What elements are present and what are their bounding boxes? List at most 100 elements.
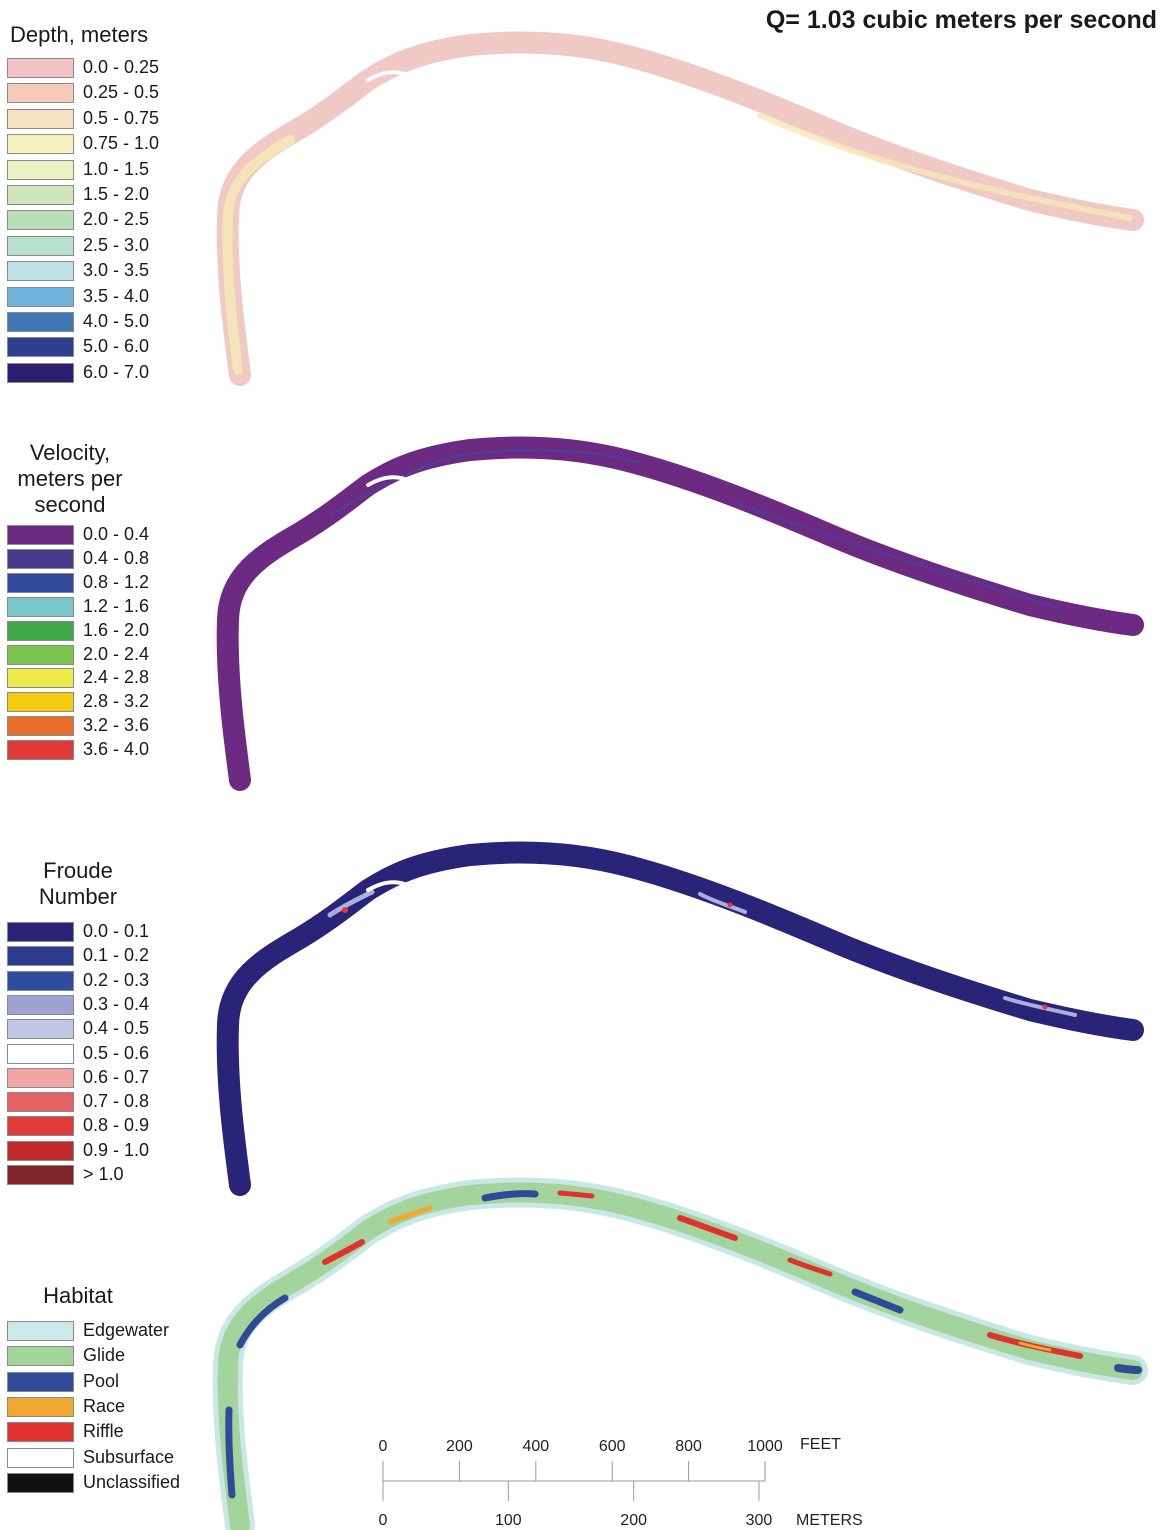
froude-legend-label: 0.9 - 1.0 xyxy=(83,1139,150,1160)
froude-critical-spot-2 xyxy=(727,902,733,908)
velocity-legend-label: 0.0 - 0.4 xyxy=(83,524,150,544)
froude-higher-zone-2 xyxy=(698,892,747,914)
habitat-legend: Habitat Edgewater Glide Pool Race Riffle Subs… xyxy=(0,1283,180,1493)
velocity-side-channel xyxy=(366,475,428,497)
habitat-riffle-1 xyxy=(322,1239,365,1265)
depth-legend-label: 5.0 - 6.0 xyxy=(83,336,150,357)
froude-legend-label: 0.0 - 0.1 xyxy=(83,921,150,941)
froude-legend-swatch xyxy=(7,1043,74,1064)
depth-legend-swatch xyxy=(7,261,74,282)
froude-legend-label: 0.2 - 0.3 xyxy=(83,969,150,990)
depth-legend-swatch xyxy=(7,58,74,78)
depth-legend-label: 0.25 - 0.5 xyxy=(83,82,160,103)
froude-legend-swatch xyxy=(7,1165,74,1185)
habitat-riffle-3 xyxy=(677,1215,738,1241)
froude-map xyxy=(228,853,1133,1185)
froude-legend-swatch xyxy=(7,1019,74,1040)
habitat-pool-5 xyxy=(1114,1364,1142,1374)
habitat-legend-swatch xyxy=(7,1422,74,1443)
habitat-map xyxy=(228,1193,1138,1525)
froude-legend-swatch xyxy=(7,1140,74,1161)
scale-feet-tick-label: 400 xyxy=(522,1438,549,1455)
habitat-legend-swatch xyxy=(7,1472,74,1493)
depth-legend-label: 0.5 - 0.75 xyxy=(83,107,160,128)
froude-critical-spot xyxy=(342,907,348,913)
froude-legend-swatch xyxy=(7,922,74,942)
habitat-legend-label: Riffle xyxy=(83,1421,124,1442)
velocity-river-channel xyxy=(228,448,1133,780)
velocity-legend-label: 0.4 - 0.8 xyxy=(83,547,150,568)
habitat-legend-label: Unclassified xyxy=(83,1471,181,1492)
habitat-pool-3 xyxy=(481,1190,539,1202)
depth-legend-swatch xyxy=(7,185,74,205)
froude-legend-label: 0.3 - 0.4 xyxy=(83,993,150,1014)
depth-legend-label: 3.5 - 4.0 xyxy=(83,285,150,306)
habitat-pool-1 xyxy=(225,1406,236,1499)
scale-meter-tick-label: 300 xyxy=(746,1512,773,1529)
depth-legend-label: 1.0 - 1.5 xyxy=(83,158,150,179)
depth-legend-label: 0.0 - 0.25 xyxy=(83,57,160,77)
froude-legend-label: 0.1 - 0.2 xyxy=(83,945,150,966)
froude-legend: Froude Number 0.0 - 0.1 0.1 - 0.2 0.2 - 0.… xyxy=(0,858,156,1185)
velocity-legend-swatch xyxy=(7,740,74,761)
habitat-race-2 xyxy=(1018,1341,1052,1352)
depth-river-channel xyxy=(228,43,1133,375)
froude-legend-swatch xyxy=(7,1092,74,1113)
habitat-legend-label: Glide xyxy=(83,1345,126,1366)
depth-legend-label: 2.5 - 3.0 xyxy=(83,234,150,255)
froude-legend-swatch xyxy=(7,970,74,991)
habitat-legend-label: Pool xyxy=(83,1370,120,1391)
froude-legend-label: 0.4 - 0.5 xyxy=(83,1018,150,1039)
froude-legend-title: Froude Number xyxy=(38,858,118,909)
velocity-legend-label: 1.6 - 2.0 xyxy=(83,619,150,640)
scale-bar: 0 200 400 600 800 1000 0 100 200 300 FEET METERS xyxy=(379,1436,863,1529)
scale-feet-tick-label: 1000 xyxy=(747,1438,783,1455)
depth-shallow-band xyxy=(222,135,295,375)
depth-map xyxy=(228,43,1133,375)
velocity-legend-label: 2.0 - 2.4 xyxy=(83,643,150,664)
velocity-legend-label: 3.2 - 3.6 xyxy=(83,715,150,736)
depth-legend-swatch xyxy=(7,337,74,358)
habitat-race-1 xyxy=(387,1205,433,1225)
habitat-legend-swatch xyxy=(7,1346,74,1367)
froude-higher-zone xyxy=(327,889,375,918)
scale-feet-unit: FEET xyxy=(800,1436,841,1453)
depth-legend-swatch xyxy=(7,312,74,332)
velocity-map xyxy=(228,448,1133,780)
froude-legend-swatch xyxy=(7,1116,74,1137)
scale-feet-tick-label: 0 xyxy=(379,1438,388,1455)
velocity-faster-streak-lower xyxy=(729,499,1061,609)
scale-feet-tick-label: 200 xyxy=(446,1438,473,1455)
depth-legend-swatch xyxy=(7,235,74,256)
habitat-legend-swatch xyxy=(7,1371,74,1392)
depth-legend-swatch xyxy=(7,362,74,383)
depth-legend-label: 1.5 - 2.0 xyxy=(83,184,150,204)
froude-legend-label: 0.5 - 0.6 xyxy=(83,1042,150,1063)
froude-critical-spot-3 xyxy=(1042,1004,1048,1010)
depth-legend-label: 6.0 - 7.0 xyxy=(83,361,150,382)
scale-meters-unit: METERS xyxy=(796,1512,863,1529)
habitat-legend-swatch xyxy=(7,1396,74,1417)
habitat-legend-label: Race xyxy=(83,1395,126,1416)
depth-legend: Depth, meters 0.0 - 0.25 0.25 - 0.5 0.5 - … xyxy=(0,22,170,383)
velocity-legend-label: 3.6 - 4.0 xyxy=(83,739,150,760)
depth-legend-swatch xyxy=(7,159,74,180)
froude-higher-zone-3 xyxy=(1003,996,1077,1017)
depth-legend-swatch xyxy=(7,286,74,307)
depth-legend-title: Depth, meters xyxy=(10,22,149,47)
velocity-faster-streak xyxy=(329,449,641,516)
velocity-legend-label: 1.2 - 1.6 xyxy=(83,595,150,616)
froude-legend-label: 0.6 - 0.7 xyxy=(83,1066,150,1087)
velocity-legend: Velocity, meters per second 0.0 - 0.4 0.4… xyxy=(0,440,149,761)
velocity-legend-label: 0.8 - 1.2 xyxy=(83,571,150,592)
froude-legend-swatch xyxy=(7,946,74,967)
habitat-legend-swatch xyxy=(7,1447,74,1468)
velocity-legend-swatch xyxy=(7,596,74,617)
scale-meter-tick-label: 0 xyxy=(379,1512,388,1529)
depth-legend-label: 4.0 - 5.0 xyxy=(83,311,150,331)
habitat-pool-4 xyxy=(851,1288,904,1314)
depth-legend-label: 0.75 - 1.0 xyxy=(83,133,160,154)
velocity-legend-swatch xyxy=(7,572,74,593)
velocity-legend-swatch xyxy=(7,548,74,569)
